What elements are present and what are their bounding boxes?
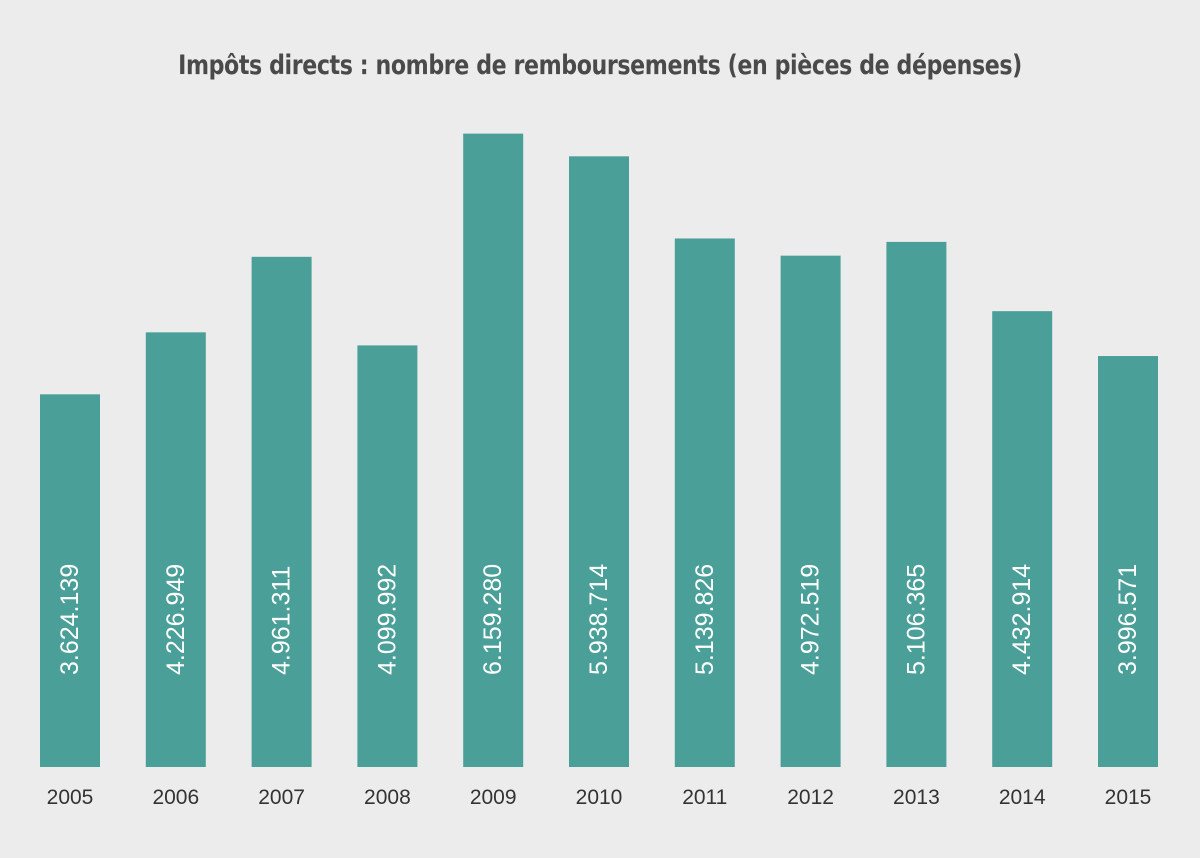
x-tick-2014: 2014 [999,786,1046,809]
data-label-2012: 4.972.519 [797,564,825,675]
bar-2006 [145,332,206,767]
x-tick-2012: 2012 [787,786,834,809]
data-label-2006: 4.226.949 [162,564,190,675]
x-axis-ticks: 2005 2006 2007 2008 2009 2010 2011 2012 2013 2014… [47,786,1152,809]
x-tick-2013: 2013 [893,786,940,809]
bar-2010 [569,156,629,767]
bar-2007 [251,256,312,767]
x-tick-2015: 2015 [1105,786,1152,809]
bar-labels-group: 3.624.139 4.226.949 4.961.311 4.099.992 6.15… [56,564,1142,675]
data-label-2011: 5.139.826 [691,564,719,675]
data-label-2014: 4.432.914 [1008,564,1036,675]
x-tick-2009: 2009 [470,786,517,809]
bar-2011 [674,238,735,768]
data-label-2015: 3.996.571 [1114,564,1142,675]
bar-2008 [357,345,418,767]
data-label-2008: 4.099.992 [373,564,401,675]
data-label-2013: 5.106.365 [902,564,930,675]
x-tick-2007: 2007 [258,786,305,809]
chart-title: Impôts directs : nombre de remboursement… [178,50,1022,81]
bar-2014 [992,311,1053,767]
bar-2012 [780,255,841,767]
bar-2005 [40,394,100,767]
x-tick-2010: 2010 [576,786,623,809]
x-tick-2008: 2008 [364,786,411,809]
bars-group [40,133,1158,768]
x-tick-2011: 2011 [682,786,727,809]
bar-2009 [463,133,524,767]
bar-2013 [886,241,947,767]
data-label-2007: 4.961.311 [268,566,296,675]
data-label-2009: 6.159.280 [479,564,507,675]
x-tick-2006: 2006 [152,786,199,809]
x-tick-2005: 2005 [47,786,94,809]
bar-2015 [1098,356,1158,767]
data-label-2005: 3.624.139 [56,564,84,675]
data-label-2010: 5.938.714 [585,564,613,675]
